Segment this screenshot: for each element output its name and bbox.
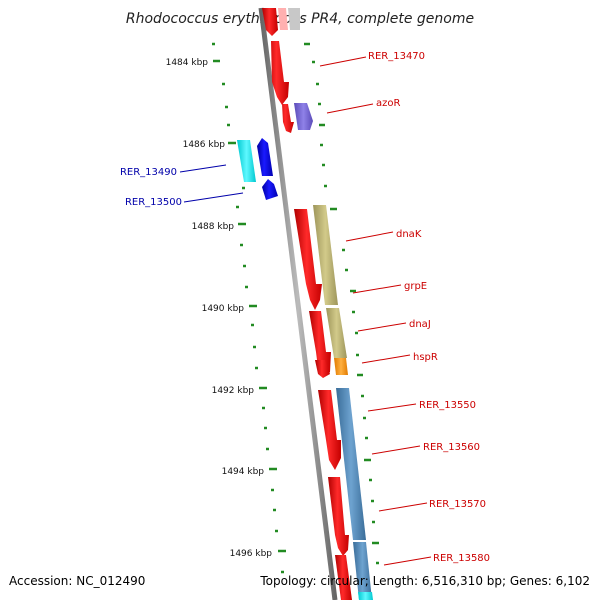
gene-rer-13490: [257, 138, 273, 176]
kbp-tick-label: 1486 kbp: [183, 140, 226, 150]
gene-label[interactable]: grpE: [404, 281, 427, 292]
gene-label[interactable]: RER_13560: [423, 442, 480, 453]
gene-rer-13470: [266, 41, 289, 105]
callout-lines: [179, 56, 432, 566]
gene-rer-13500: [262, 179, 278, 200]
gene-label[interactable]: azoR: [376, 98, 400, 109]
topology-text: Topology: circular; Length: 6,516,310 bp…: [260, 574, 590, 588]
partial-gene-top: [262, 8, 278, 36]
gene-dnaj: [309, 311, 331, 378]
kbp-tick-label: 1496 kbp: [230, 549, 273, 559]
gene-rer-13580: [335, 555, 352, 600]
gene-rer-13490-cyan: [237, 140, 256, 182]
gene-label[interactable]: RER_13550: [419, 400, 476, 411]
gene-azor: [294, 103, 313, 130]
kbp-tick-label: 1492 kbp: [212, 386, 255, 396]
gene-label[interactable]: hspR: [413, 352, 438, 363]
gene-labels: RER_13470 azoR RER_13490 RER_13500 dnaK …: [120, 51, 490, 564]
gene-label[interactable]: RER_13500: [125, 197, 182, 208]
partial-gene-top-grey: [288, 8, 300, 30]
reverse-features: [237, 138, 278, 200]
feature-rer-13550-blue: [336, 388, 366, 540]
left-tick-track: [212, 42, 286, 574]
feature-bottom-cyan: [358, 592, 373, 600]
kbp-tick-labels: 1484 kbp 1486 kbp 1488 kbp 1490 kbp 1492…: [166, 58, 273, 559]
gene-rer-13480: [278, 104, 294, 133]
feature-dnaj-olive: [326, 308, 347, 358]
kbp-tick-label: 1484 kbp: [166, 58, 209, 68]
kbp-tick-label: 1488 kbp: [192, 222, 235, 232]
right-tick-track: [304, 42, 379, 565]
gene-label[interactable]: RER_13570: [429, 499, 486, 510]
gene-dnak: [294, 209, 322, 310]
partial-gene-top-pink: [278, 8, 288, 30]
forward-features: [262, 8, 373, 600]
gene-label[interactable]: dnaJ: [409, 319, 431, 330]
gene-label[interactable]: dnaK: [396, 229, 422, 240]
accession-text: Accession: NC_012490: [9, 574, 146, 588]
gene-hspr: [315, 360, 330, 378]
gene-label[interactable]: RER_13580: [433, 553, 490, 564]
gene-label[interactable]: RER_13470: [368, 51, 425, 62]
feature-rer-13580-blue: [353, 542, 372, 600]
kbp-tick-label: 1490 kbp: [202, 304, 245, 314]
genome-backbone: [258, 7, 338, 600]
feature-dnak-olive: [313, 205, 338, 305]
gene-label[interactable]: RER_13490: [120, 167, 177, 178]
gene-rer-13570: [328, 477, 349, 556]
kbp-tick-label: 1494 kbp: [222, 467, 265, 477]
feature-hspr-orange: [334, 358, 348, 375]
gene-rer-13550: [318, 390, 341, 470]
